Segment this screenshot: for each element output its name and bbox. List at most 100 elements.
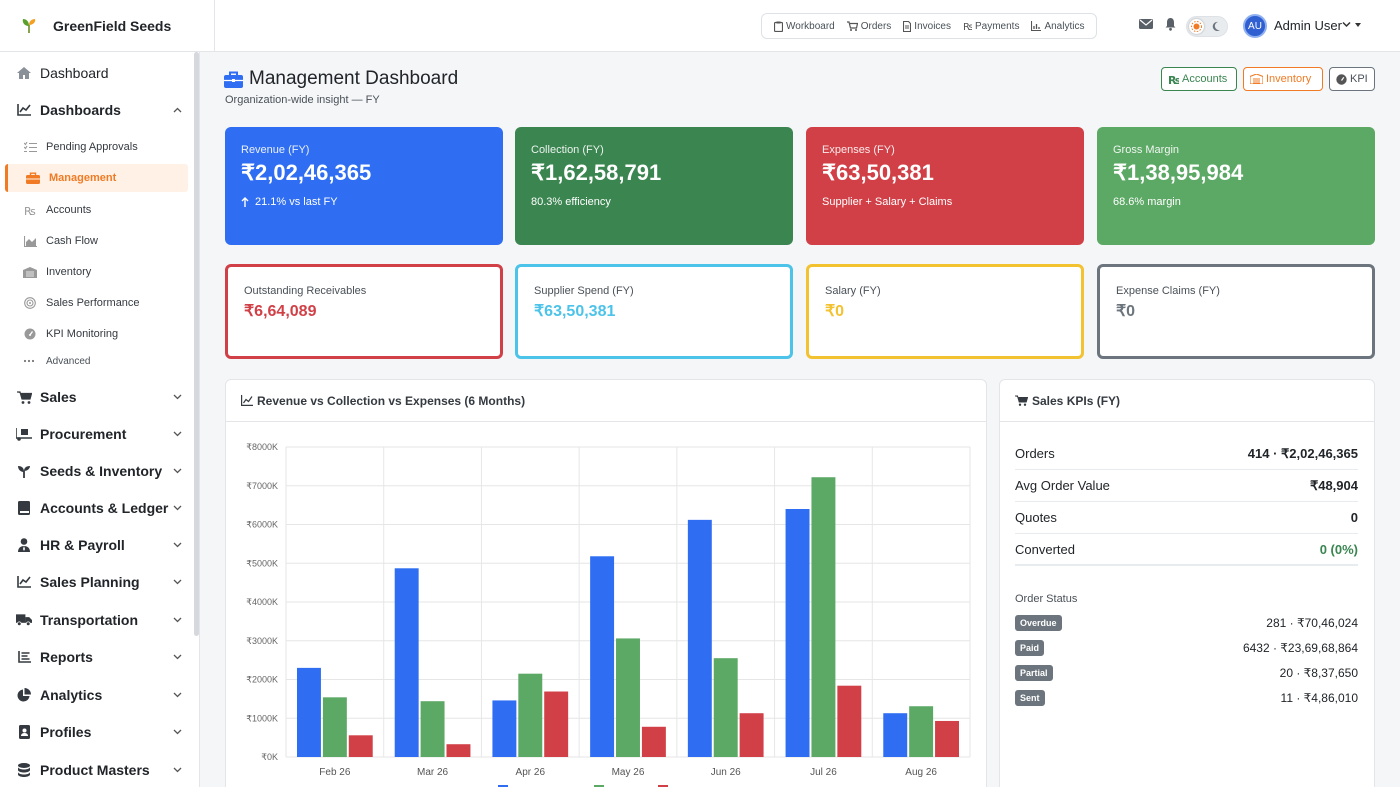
sidebar-item-kpi-monitoring[interactable]: KPI Monitoring [0,320,194,348]
pie-chart-icon [17,688,31,702]
file-icon [903,20,912,32]
line-chart-icon [241,395,253,406]
chart-bar [713,658,738,757]
topnav-orders[interactable]: Orders [841,14,898,38]
chart-bar [348,735,373,757]
topnav-analytics[interactable]: Analytics [1025,14,1090,38]
inventory-button[interactable]: Inventory [1243,67,1323,91]
truck-loading-icon [16,427,32,441]
sidebar-section-procurement[interactable]: Procurement [0,419,194,449]
chevron-down-icon [173,692,182,698]
warehouse-icon [1250,74,1263,84]
envelope-icon[interactable] [1139,18,1153,30]
page-title-text: Management Dashboard [249,68,459,89]
sidebar-section-label: Seeds & Inventory [40,463,163,479]
kpi-note: Supplier + Salary + Claims [822,196,953,208]
topnav-payments[interactable]: ₨ Payments [957,14,1025,38]
chart-bar [492,700,517,757]
list-check-icon [23,141,37,152]
chart-bar [394,568,419,757]
sidebar-section-label: Product Masters [40,762,150,778]
topnav-label: Orders [860,20,892,32]
sidebar-section-label: Dashboards [40,102,121,118]
kpi-value: ₹0 [825,303,845,320]
y-tick-label: ₹5000K [246,558,278,568]
chart-bar [935,720,960,757]
chart-bar [616,638,640,757]
sidebar-item-advanced[interactable]: Advanced [0,351,194,371]
sidebar-section-accounts-ledger[interactable]: Accounts & Ledger [0,493,194,523]
y-tick-label: ₹4000K [246,597,278,607]
rupee-icon: ₨ [24,205,36,216]
status-row-overdue: Overdue 281 · ₹70,46,024 [1015,613,1358,633]
sidebar-section-reports[interactable]: Reports [0,642,194,672]
user-name[interactable]: Admin User [1274,18,1342,33]
sidebar-section-transportation[interactable]: Transportation [0,605,194,635]
sidebar: Dashboard Dashboards Pending Approvals M… [0,52,200,787]
clipboard-icon [774,21,783,32]
sidebar-item-cash-flow[interactable]: Cash Flow [0,227,194,255]
sidebar-item-sales-performance[interactable]: Sales Performance [0,289,194,317]
kpi-card-outstanding-receivables: Outstanding Receivables ₹6,64,089 [225,264,503,359]
gauge-icon [24,328,36,340]
kpi-label: Expense Claims (FY) [1116,285,1220,297]
order-status-title: Order Status [1015,593,1078,605]
kpi-card-supplier-spend: Supplier Spend (FY) ₹63,50,381 [515,264,793,359]
y-tick-label: ₹2000K [246,675,278,685]
kpi-row-avg-order-value: Avg Order Value ₹48,904 [1015,470,1358,502]
accounts-button[interactable]: ₨ Accounts [1161,67,1237,91]
sales-kpis-card: Sales KPIs (FY) Orders 414 · ₹2,02,46,36… [999,379,1375,787]
kpi-label: Gross Margin [1113,144,1180,156]
topnav-workboard[interactable]: Workboard [768,14,841,38]
area-chart-icon [23,235,37,247]
status-value: 281 · ₹70,46,024 [1266,616,1358,630]
kpi-value: ₹6,64,089 [244,303,317,320]
book-icon [18,501,30,515]
id-badge-icon [18,725,30,739]
sidebar-item-management[interactable]: Management [5,164,188,192]
kpi-note: 21.1% vs last FY [241,196,487,208]
theme-toggle[interactable] [1186,16,1228,37]
bell-icon[interactable] [1164,17,1177,31]
sidebar-section-sales[interactable]: Sales [0,382,194,412]
kpi-label: Collection (FY) [531,144,604,156]
sidebar-section-seeds-inventory[interactable]: Seeds & Inventory [0,456,194,486]
sidebar-section-analytics[interactable]: Analytics [0,680,194,710]
brand[interactable]: GreenField Seeds [0,0,215,52]
avatar[interactable]: AU [1243,14,1267,38]
sidebar-section-label: Reports [40,649,93,665]
sidebar-item-dashboard[interactable]: Dashboard [0,58,194,88]
chart-bar [785,509,810,757]
y-tick-label: ₹6000K [246,520,278,530]
moon-icon [1212,21,1220,31]
chart-bar [811,477,836,757]
svg-text:₨: ₨ [1168,74,1179,85]
kpi-row-label: Quotes [1015,510,1057,525]
kpi-value: ₹2,02,46,365 [241,160,372,185]
kpi-row-value: 0 [1350,510,1358,525]
status-value: 6432 · ₹23,69,68,864 [1242,641,1358,655]
sidebar-section-sales-planning[interactable]: Sales Planning [0,567,194,597]
sidebar-section-hr-payroll[interactable]: HR & Payroll [0,530,194,560]
chevron-down-icon [173,542,182,548]
sidebar-section-label: Accounts & Ledger [40,500,169,516]
sidebar-item-accounts[interactable]: ₨ Accounts [0,196,194,224]
kpi-card-revenue: Revenue (FY) ₹2,02,46,365 21.1% vs last … [225,127,503,245]
sidebar-section-dashboards[interactable]: Dashboards [0,95,194,125]
sidebar-scrollbar[interactable] [194,52,199,636]
sidebar-item-label: Pending Approvals [46,141,138,153]
sidebar-section-product-masters[interactable]: Product Masters [0,755,194,785]
y-tick-label: ₹7000K [246,481,278,491]
chevron-up-icon [173,107,182,113]
y-tick-label: ₹1000K [246,713,278,723]
sidebar-item-inventory[interactable]: Inventory [0,258,194,286]
chevron-down-icon[interactable] [1342,21,1362,29]
ellipsis-icon [23,359,35,363]
topnav-invoices[interactable]: Invoices [897,14,957,38]
chart-bar [544,691,569,757]
kpi-button[interactable]: KPI [1329,67,1375,91]
sidebar-section-profiles[interactable]: Profiles [0,717,194,747]
sidebar-item-label: KPI Monitoring [46,328,119,340]
sidebar-item-pending-approvals[interactable]: Pending Approvals [0,133,194,161]
legend-swatch [658,785,668,787]
